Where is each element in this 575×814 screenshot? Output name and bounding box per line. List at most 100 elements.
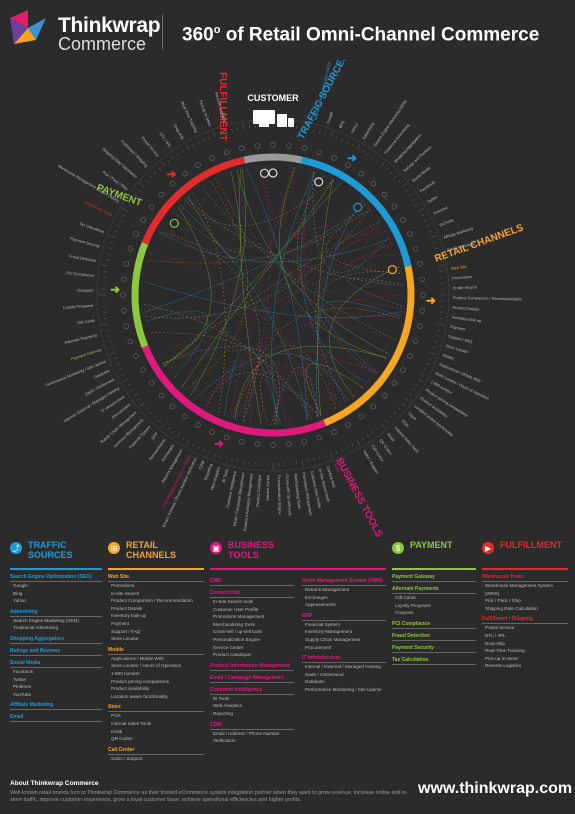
svg-text:Warehouse Tools: Warehouse Tools [84,199,113,217]
legend-item: Real-Time Tracking [485,648,525,654]
svg-text:Product Comparison / Recommend: Product Comparison / Recommendation [453,295,522,302]
direction-arrow-icon: ➜ [426,294,436,308]
svg-text:Email Marketing: Email Marketing [447,241,475,253]
website-url[interactable]: www.thinkwrap.com [418,780,573,797]
payment-label: PAYMENT [95,182,143,208]
legend-item: Product pricing comparisons [111,678,169,684]
node-marker [268,168,278,178]
legend-section-title: Mobile [108,647,204,655]
svg-text:CMS: CMS [334,463,342,473]
about-text: Well-known retail brands turn to Thinkwr… [10,790,408,803]
legend-section-title: Ratings and Reviews [10,648,102,656]
legend-item: Promotions [111,583,135,588]
fulfillment-label: FULFILLMENT [217,72,228,141]
svg-text:Web Site: Web Site [451,264,467,271]
svg-text:YouTube: YouTube [438,217,454,227]
direction-arrow-icon: ➜ [166,167,176,181]
svg-text:Loyalty Programs: Loyalty Programs [63,303,94,310]
legend-item: Product Comparison / Recommendation [111,598,193,604]
legend-section-title: Email [10,714,102,723]
legend-item: Warehouse Management System (WMS) [485,583,554,596]
svg-text:Store: Store [407,411,417,421]
svg-text:Pick-up In-Store: Pick-up In-Store [198,99,213,127]
svg-text:Content Hub: Content Hub [326,466,337,488]
svg-text:PCI Compliance: PCI Compliance [66,270,94,278]
legend-section-title: ERP [302,613,386,621]
legend-section-title: Affiliate Marketing [10,702,102,711]
legend-item: Promotions Management [213,614,265,620]
legend-section-title: Email / Campaign Management [210,675,294,683]
customer-devices-icon [253,110,294,127]
svg-text:POS: POS [401,418,411,428]
business2-ring-labels: Order Management System (OMS)Returns Man… [44,359,192,510]
legend-item: DTL / 4PL [485,632,506,638]
svg-text:Search Engine Marketing (SEM): Search Engine Marketing (SEM) [372,98,408,147]
legend-item: Reporting [213,710,233,716]
legend-section-title: Content Hub [210,590,294,598]
svg-text:Payment Gateway: Payment Gateway [70,347,102,362]
legend-item: Inventory Management [305,629,352,635]
legend-item: Facebook [13,668,34,674]
legend-section-title: Store [108,704,204,713]
retail-channels-label: RETAIL CHANNELS [433,222,525,264]
svg-text:Pinterest: Pinterest [432,204,449,216]
svg-text:Inventory look-up: Inventory look-up [451,314,481,323]
header-divider [162,14,163,50]
svg-text:Advertising: Advertising [361,121,375,140]
legend-rule [108,568,204,570]
svg-text:Internal Sales Tools: Internal Sales Tools [394,425,421,453]
svg-text:ERP: ERP [150,431,159,441]
svg-text:BI Tools: BI Tools [221,468,229,483]
legend-item: Appeasements [305,602,336,608]
direction-arrow-icon: ➜ [214,436,224,450]
connection-lines [143,165,403,426]
tick-ring [99,121,447,469]
svg-text:Product Details: Product Details [452,305,479,312]
legend-title: PAYMENT [410,540,453,550]
legend-title: BUSINESS TOOLS [228,540,275,560]
legend-item: Product Details [111,605,143,611]
svg-text:Personalization Engine: Personalization Engine [277,475,283,515]
svg-text:Drop-ship: Drop-ship [173,123,186,140]
svg-text:Merchandising Tools: Merchandising Tools [293,473,302,509]
legend-section-title: Alternate Payments [392,586,476,594]
legend-item: Store Locator / Hours of Operation [111,663,182,669]
svg-text:Google: Google [325,111,334,124]
legend-item: Yahoo [13,598,26,604]
legend-item: Service Center [213,644,244,650]
payment-ring-labels: Payment Gateway Alternate Payments Gift Ca… [63,221,105,362]
legend-column-fulfillment: ▶ FULFILLMENT Warehouse Tools Warehouse Man… [482,540,568,670]
svg-text:Tax Calculation: Tax Calculation [79,221,106,235]
legend-item: Reverse Logistics [485,663,522,669]
legend-item: Performance Monitoring / Site Uptime [305,686,382,692]
svg-text:Product Information Management: Product Information Management [242,472,254,531]
connection-dots [120,142,426,448]
node-marker [314,177,324,187]
legend-item: Customer User Profile [213,606,259,612]
legend-section-title: CDM [210,722,294,730]
legend-item: Coupons [395,610,414,616]
legend-section-title: IT Infrastructure [302,655,386,664]
svg-text:Payment: Payment [450,324,467,332]
legend-section-title: Call Center [108,747,204,755]
svg-text:Warehouse Management System (W: Warehouse Management System (WMS) [57,163,121,204]
svg-text:Yahoo: Yahoo [349,122,358,134]
legend-item: YouTube [13,691,32,697]
legend-item: Financial System [305,621,340,627]
svg-text:Database: Database [93,368,110,380]
legend-item: Store Locator [111,636,139,642]
legend-section-title: Customer Intelligence [210,687,294,695]
legend-item: Email / Address / Phone Number Verificat… [213,730,280,744]
legend-item: Pinterest [13,684,32,690]
legend-item: Pick / Pack / Ship [485,598,521,604]
svg-text:CDM: CDM [197,460,205,470]
svg-text:Social Media: Social Media [411,165,432,183]
retail-channels-arc [323,265,415,427]
briefcase-icon: ▣ [210,542,222,554]
svg-text:Facebook: Facebook [419,180,436,194]
node-marker [259,168,270,178]
brand-name: Thinkwrap [58,14,161,37]
legend-item: QR Codes [111,736,133,742]
legend-section-title: Fulfillment / Shipping [482,616,568,625]
legend-item: Gift Cards [395,595,416,600]
